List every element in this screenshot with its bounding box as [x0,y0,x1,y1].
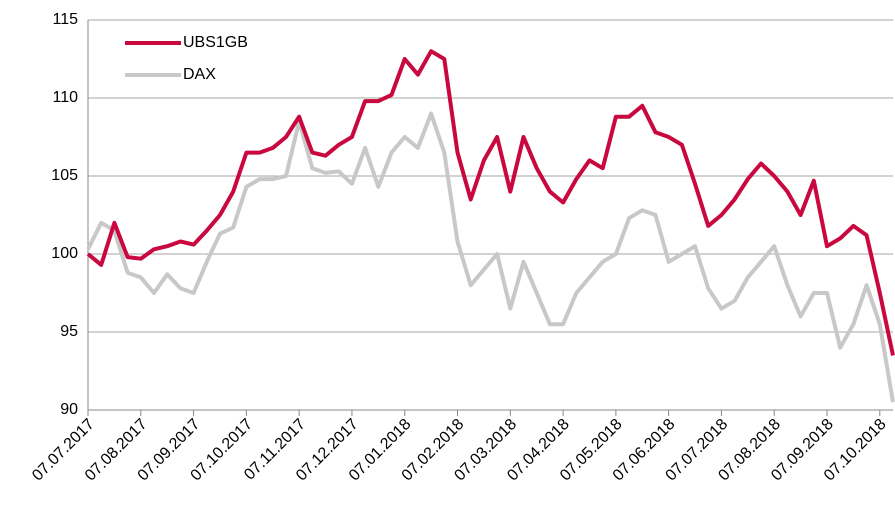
y-tick-label: 100 [51,245,78,262]
line-series [86,49,895,356]
y-tick-label: 95 [60,323,78,340]
y-tick-label: 115 [52,11,78,28]
y-tick-label: 110 [52,89,78,106]
y-tick-label: 105 [51,167,78,184]
legend-label: UBS1GB [183,34,248,51]
legend-label: DAX [183,66,216,83]
y-tick-label: 90 [60,401,78,418]
line-series [86,111,895,403]
